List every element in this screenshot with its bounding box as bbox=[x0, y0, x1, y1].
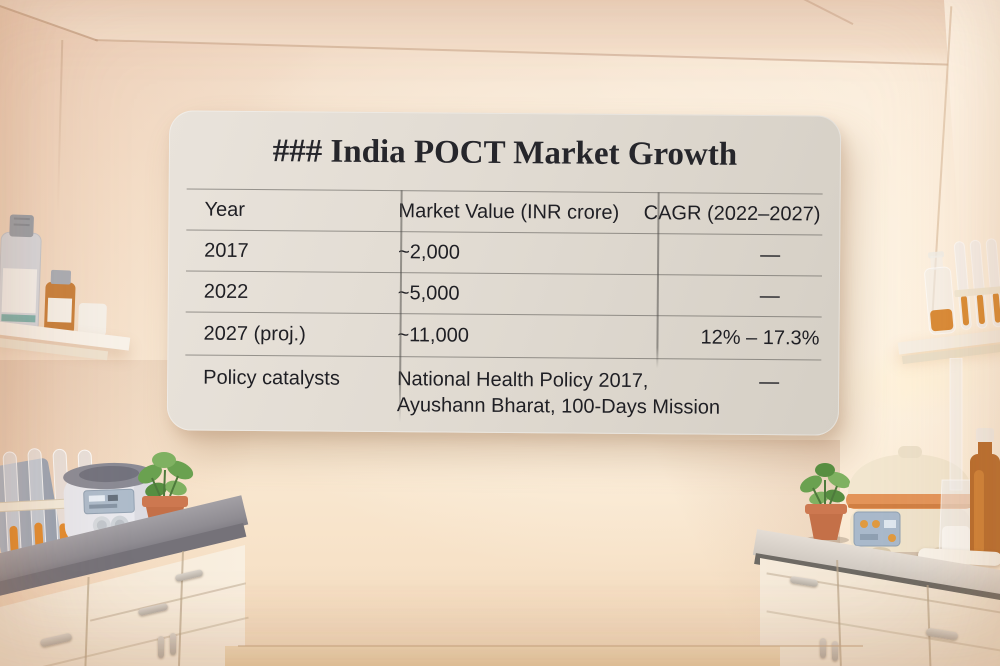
cell-cagr: — bbox=[759, 284, 780, 307]
whiteboard: ### India POCT Market Growth Year Market… bbox=[166, 110, 842, 438]
cell-year: 2022 bbox=[203, 280, 249, 303]
cell-year: 2017 bbox=[204, 239, 249, 262]
cell-policy-cagr: — bbox=[759, 371, 780, 394]
door-handle bbox=[170, 633, 176, 655]
door-handle bbox=[820, 638, 826, 658]
market-table: Year Market Value (INR crore) CAGR (2022… bbox=[184, 188, 823, 438]
baseboard-line bbox=[238, 645, 863, 647]
floor bbox=[225, 646, 780, 666]
glass-bottles-right bbox=[938, 358, 1000, 565]
right-shelf-glassware bbox=[924, 238, 1000, 335]
header-year: Year bbox=[204, 198, 245, 221]
table-header-row: Year Market Value (INR crore) CAGR (2022… bbox=[186, 188, 823, 235]
door-handle bbox=[832, 641, 838, 661]
board-title: ### India POCT Market Growth bbox=[272, 133, 738, 173]
table-row: 2022 ~5,000 — bbox=[185, 270, 822, 317]
table-row: 2017 ~2,000 — bbox=[186, 229, 823, 276]
table-row-policy: Policy catalysts National Health Policy … bbox=[184, 354, 822, 438]
table-row: 2027 (proj.) ~11,000 12% – 17.3% bbox=[185, 311, 822, 360]
header-market-value: Market Value (INR crore) bbox=[398, 199, 620, 224]
header-cagr: CAGR (2022–2027) bbox=[643, 201, 821, 225]
cell-value: ~11,000 bbox=[397, 323, 469, 347]
cell-year: 2027 (proj.) bbox=[203, 322, 306, 345]
cell-policy-value: National Health Policy 2017, Ayushann Bh… bbox=[396, 368, 721, 419]
cell-policy-label: Policy catalysts bbox=[203, 366, 340, 390]
left-shelf-bottles bbox=[0, 214, 107, 336]
cell-cagr: 12% – 17.3% bbox=[700, 326, 820, 349]
cell-value: ~5,000 bbox=[397, 281, 460, 305]
door-handle bbox=[158, 636, 164, 658]
cell-cagr: — bbox=[760, 243, 781, 266]
cell-value: ~2,000 bbox=[398, 240, 460, 264]
